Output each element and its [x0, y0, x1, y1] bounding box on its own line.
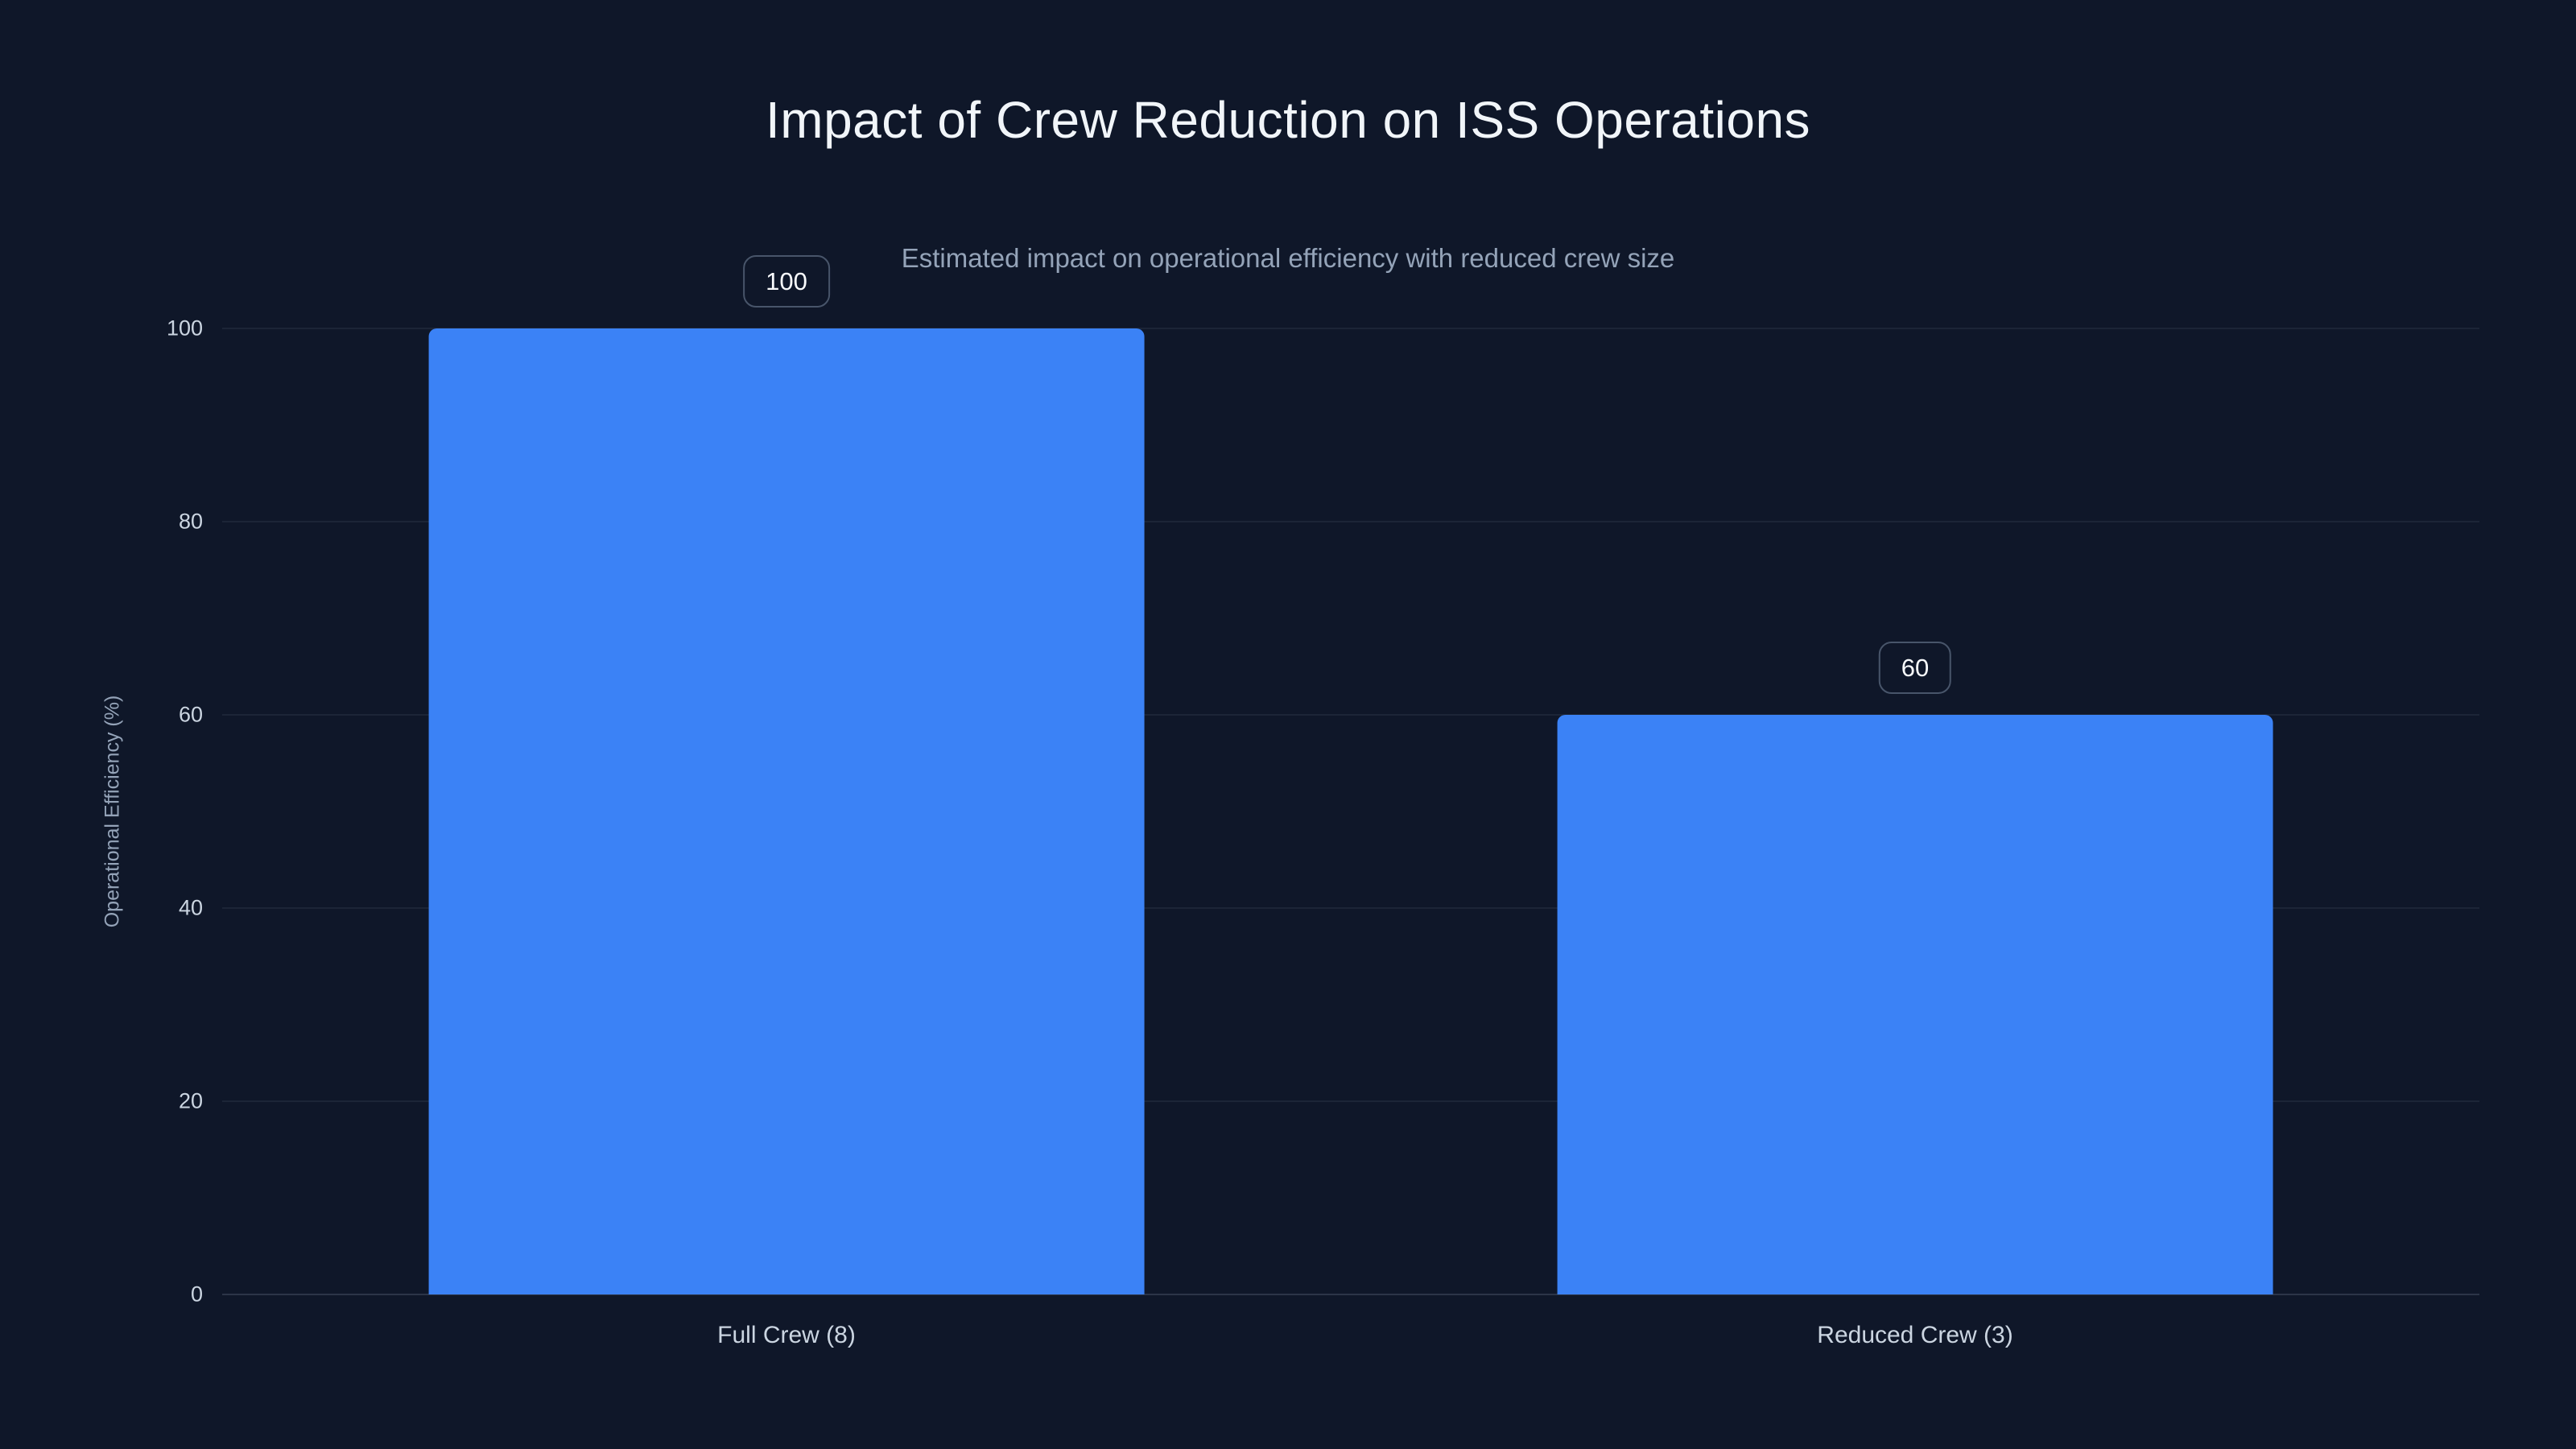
y-axis-title: Operational Efficiency (%): [101, 695, 124, 928]
y-tick-label: 80: [178, 509, 203, 534]
x-axis-category-label: Reduced Crew (3): [1817, 1322, 2013, 1348]
gridline: [222, 328, 2479, 329]
bar-2: [1557, 715, 2273, 1294]
gridline: [222, 714, 2479, 716]
gridline: [222, 907, 2479, 909]
y-tick-label: 20: [178, 1088, 203, 1113]
gridline: [222, 1294, 2479, 1295]
x-axis-labels: Full Crew (8) Reduced Crew (3): [222, 328, 2479, 1348]
y-tick-label: 40: [178, 895, 203, 920]
gridline: [222, 521, 2479, 522]
y-tick-label: 0: [190, 1282, 203, 1307]
bars-layer: 100 60: [222, 254, 2479, 1294]
gridline: [222, 1100, 2479, 1102]
gridlines-layer: [222, 328, 2479, 1295]
y-axis-ticks: 0 20 40 60 80 100: [167, 317, 2479, 1305]
bar-value-label: 100: [743, 254, 830, 308]
chart-title: Impact of Crew Reduction on ISS Operatio…: [765, 91, 1811, 149]
plot-area: 0 20 40 60 80 100 100 60 Full Crew (8) Reduced …: [167, 254, 2479, 1348]
chart-subtitle: Estimated impact on operational efficien…: [901, 243, 1675, 273]
bar-1: [428, 328, 1145, 1294]
x-axis-category-label: Full Crew (8): [717, 1322, 856, 1348]
y-tick-label: 60: [178, 702, 203, 727]
bar-value-label: 60: [1878, 641, 1952, 694]
y-tick-label: 100: [166, 316, 203, 341]
